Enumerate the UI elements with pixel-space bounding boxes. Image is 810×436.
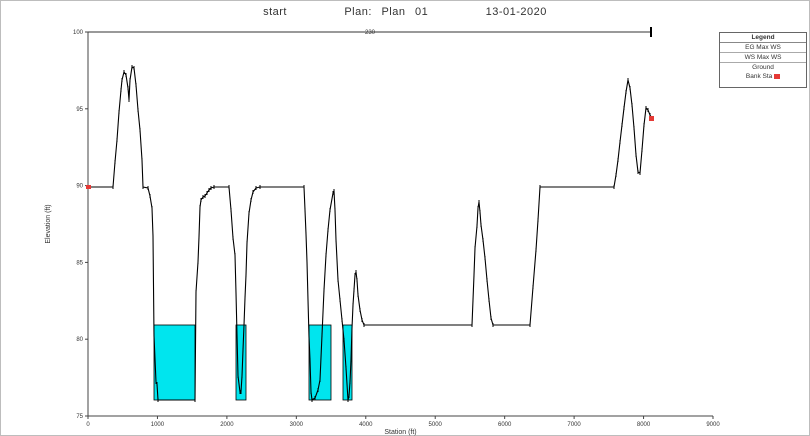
legend-bank-label: Bank Sta <box>745 73 773 80</box>
legend-item-bank: Bank Sta <box>720 72 806 81</box>
top-dimension-label: 230 <box>365 30 376 36</box>
plot-title: start Plan: Plan 01 13-01-2020 <box>0 6 810 18</box>
y-tick-label: 90 <box>76 184 83 190</box>
title-plan: Plan: Plan 01 <box>344 6 429 18</box>
legend-title: Legend <box>720 33 806 43</box>
legend-item-eg: EG Max WS <box>720 43 806 53</box>
x-tick-label: 0 <box>86 422 90 428</box>
bank-sta-left <box>86 185 91 189</box>
y-tick-label: 95 <box>76 107 83 113</box>
x-tick-label: 7000 <box>567 422 581 428</box>
y-tick-label: 85 <box>76 260 83 266</box>
water-fill-1 <box>153 324 196 401</box>
legend-box: Legend EG Max WS WS Max WS Ground Bank S… <box>719 32 807 88</box>
x-axis-label: Station (ft) <box>384 429 416 436</box>
title-date: 13-01-2020 <box>485 6 547 18</box>
y-tick-label: 80 <box>76 337 83 343</box>
x-tick-label: 8000 <box>637 422 651 428</box>
x-tick-label: 5000 <box>429 422 443 428</box>
water-fill-2 <box>235 324 247 401</box>
y-axis-label: Elevation (ft) <box>45 204 52 243</box>
legend-item-ground: Ground <box>752 64 774 71</box>
y-tick-label: 75 <box>76 414 83 420</box>
x-tick-label: 4000 <box>359 422 373 428</box>
x-tick-label: 9000 <box>706 422 720 428</box>
x-tick-label: 3000 <box>290 422 304 428</box>
x-tick-label: 6000 <box>498 422 512 428</box>
legend-item-ws: WS Max WS <box>720 53 806 63</box>
bank-sta-right <box>649 116 654 121</box>
legend-bank-swatch <box>774 73 781 79</box>
x-tick-label: 1000 <box>151 422 165 428</box>
y-tick-label: 100 <box>73 30 84 36</box>
title-river: start <box>263 6 287 18</box>
x-tick-label: 2000 <box>220 422 234 428</box>
water-fill-3 <box>308 324 332 401</box>
